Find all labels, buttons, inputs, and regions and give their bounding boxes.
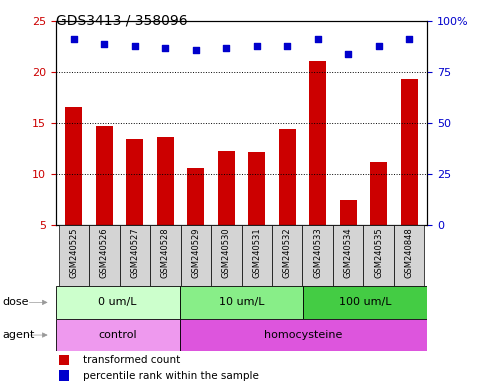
- Point: [100, 40, 108, 46]
- Point: [375, 43, 383, 49]
- Text: GSM240532: GSM240532: [283, 228, 292, 278]
- Text: transformed count: transformed count: [84, 355, 181, 365]
- Point: [131, 43, 139, 49]
- Point: [70, 36, 78, 43]
- Text: GSM240530: GSM240530: [222, 228, 231, 278]
- Point: [161, 45, 169, 51]
- Point: [314, 36, 322, 43]
- Bar: [157, 137, 174, 276]
- Bar: [401, 79, 417, 276]
- Bar: [59, 370, 69, 381]
- Text: GSM240525: GSM240525: [70, 228, 78, 278]
- Bar: [56, 319, 180, 351]
- Point: [344, 51, 352, 57]
- Point: [253, 43, 261, 49]
- Bar: [96, 126, 113, 276]
- Point: [284, 43, 291, 49]
- Text: percentile rank within the sample: percentile rank within the sample: [84, 371, 259, 381]
- Bar: [89, 225, 120, 286]
- Bar: [180, 286, 303, 319]
- Text: 100 um/L: 100 um/L: [339, 297, 392, 308]
- Text: agent: agent: [2, 330, 35, 340]
- Bar: [150, 225, 181, 286]
- Text: GSM240526: GSM240526: [100, 228, 109, 278]
- Text: GDS3413 / 358096: GDS3413 / 358096: [56, 13, 187, 27]
- Text: GSM240529: GSM240529: [191, 228, 200, 278]
- Bar: [363, 225, 394, 286]
- Text: GSM240535: GSM240535: [374, 228, 383, 278]
- Bar: [248, 152, 265, 276]
- Bar: [66, 107, 82, 276]
- Bar: [211, 225, 242, 286]
- Bar: [180, 319, 427, 351]
- Text: 10 um/L: 10 um/L: [219, 297, 264, 308]
- Text: GSM240531: GSM240531: [252, 228, 261, 278]
- Bar: [187, 168, 204, 276]
- Bar: [303, 286, 427, 319]
- Text: GSM240528: GSM240528: [161, 228, 170, 278]
- Text: GSM240527: GSM240527: [130, 228, 139, 278]
- Bar: [394, 225, 425, 286]
- Point: [222, 45, 230, 51]
- Bar: [272, 225, 302, 286]
- Bar: [279, 129, 296, 276]
- Point: [405, 36, 413, 43]
- Bar: [370, 162, 387, 276]
- Text: 0 um/L: 0 um/L: [98, 297, 137, 308]
- Bar: [127, 139, 143, 276]
- Bar: [181, 225, 211, 286]
- Text: dose: dose: [2, 297, 29, 308]
- Bar: [120, 225, 150, 286]
- Bar: [218, 151, 235, 276]
- Bar: [58, 225, 89, 286]
- Text: homocysteine: homocysteine: [264, 330, 342, 340]
- Bar: [309, 61, 326, 276]
- Bar: [340, 200, 356, 276]
- Bar: [333, 225, 363, 286]
- Text: GSM240533: GSM240533: [313, 228, 322, 278]
- Text: GSM240848: GSM240848: [405, 228, 413, 278]
- Bar: [59, 355, 69, 365]
- Bar: [302, 225, 333, 286]
- Text: control: control: [98, 330, 137, 340]
- Point: [192, 46, 199, 53]
- Text: GSM240534: GSM240534: [344, 228, 353, 278]
- Bar: [242, 225, 272, 286]
- Bar: [56, 286, 180, 319]
